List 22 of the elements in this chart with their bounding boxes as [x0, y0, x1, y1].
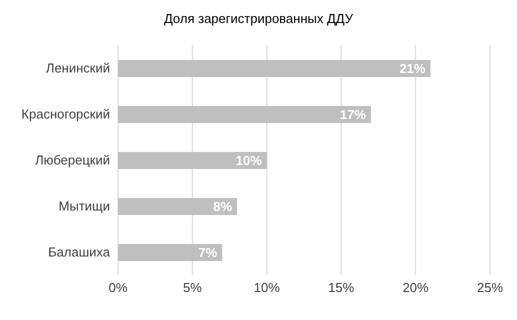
x-tick-label: 20% — [402, 280, 430, 296]
x-tick-label: 5% — [183, 280, 202, 296]
data-label: 17% — [340, 107, 366, 122]
x-tick-label: 15% — [328, 280, 355, 296]
x-tick-label: 25% — [476, 280, 504, 296]
y-tick-label: Мытищи — [58, 198, 110, 214]
bar — [118, 198, 238, 215]
x-tick-label: 10% — [254, 280, 280, 296]
data-label: 21% — [399, 61, 426, 76]
data-label: 8% — [213, 199, 232, 214]
bar — [118, 244, 222, 261]
data-label: 10% — [236, 153, 262, 168]
y-tick-label: Красногорский — [21, 106, 110, 122]
y-tick-label: Балашиха — [48, 244, 111, 260]
bar — [118, 60, 430, 77]
x-tick-label: 0% — [108, 280, 128, 296]
bar — [118, 106, 371, 123]
y-tick-label: Ленинский — [46, 60, 110, 76]
chart-title: Доля зарегистрированных ДДУ — [162, 11, 354, 26]
y-tick-label: Люберецкий — [35, 152, 110, 168]
bar — [118, 152, 267, 169]
data-label: 7% — [198, 245, 218, 260]
